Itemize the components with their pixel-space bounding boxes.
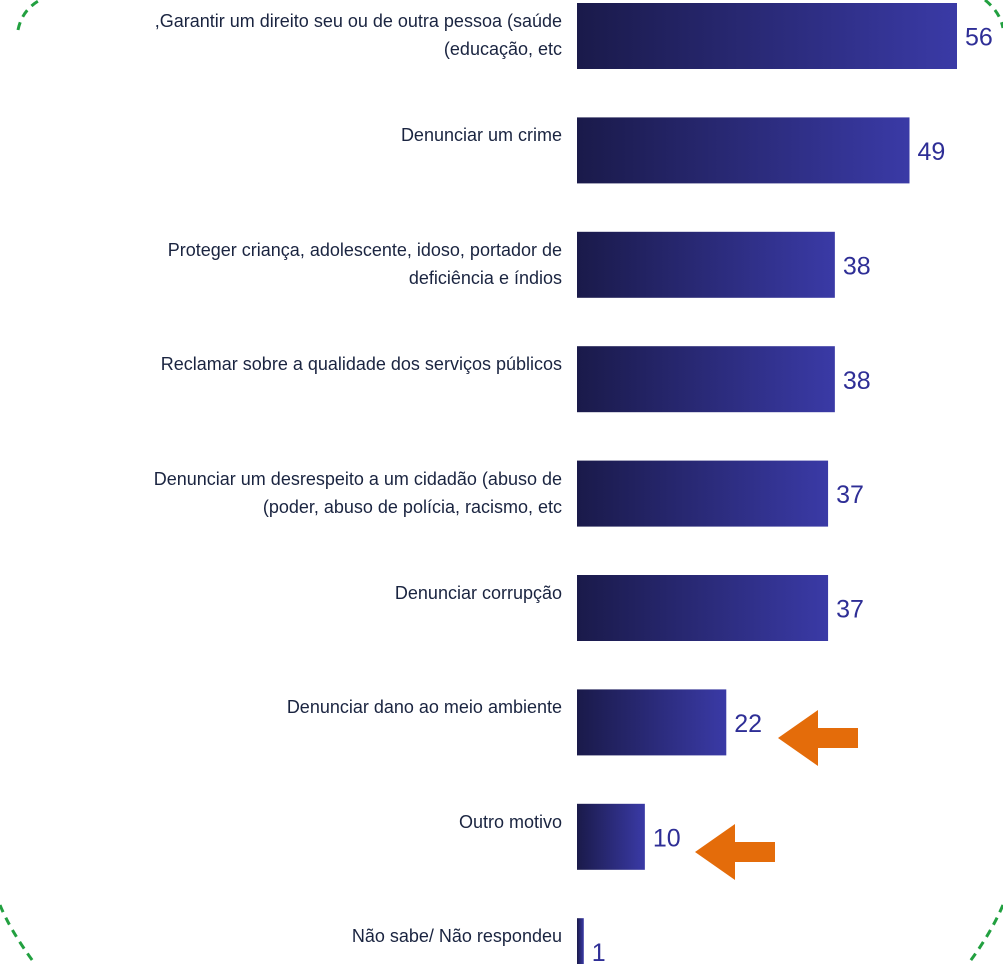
value-label: 22 bbox=[734, 710, 762, 738]
bar bbox=[577, 460, 829, 527]
bar bbox=[577, 3, 957, 69]
value-label: 1 bbox=[592, 939, 606, 964]
category-label: Denunciar corrupção bbox=[394, 583, 562, 603]
value-label: 56 bbox=[965, 24, 993, 52]
bar bbox=[577, 575, 829, 641]
value-label: 38 bbox=[843, 252, 871, 280]
bar bbox=[577, 689, 727, 756]
category-label: Denunciar um crime bbox=[400, 125, 562, 146]
arrow bbox=[778, 710, 858, 766]
bar bbox=[577, 803, 645, 870]
category-label: Denunciar dano ao meio ambiente bbox=[286, 697, 562, 718]
bar bbox=[577, 231, 835, 298]
category-label: Não sabe/ Não respondeu bbox=[351, 926, 562, 947]
arrow bbox=[695, 824, 775, 880]
category-label: Outro motivo bbox=[458, 811, 562, 832]
value-label: 37 bbox=[836, 481, 864, 509]
bar bbox=[577, 346, 835, 413]
category-label: Denunciar um desrespeito a um cidadão (a… bbox=[153, 468, 562, 517]
value-label: 49 bbox=[918, 138, 946, 166]
value-label: 37 bbox=[836, 596, 864, 624]
value-label: 10 bbox=[653, 824, 681, 852]
value-label: 38 bbox=[843, 367, 871, 395]
bar bbox=[577, 117, 910, 184]
bar bbox=[577, 918, 584, 964]
category-label: ,Garantir um direito seu ou de outra pes… bbox=[154, 11, 562, 59]
category-label: Proteger criança, adolescente, idoso, po… bbox=[167, 239, 562, 288]
category-label: Reclamar sobre a qualidade dos serviços … bbox=[160, 354, 562, 375]
